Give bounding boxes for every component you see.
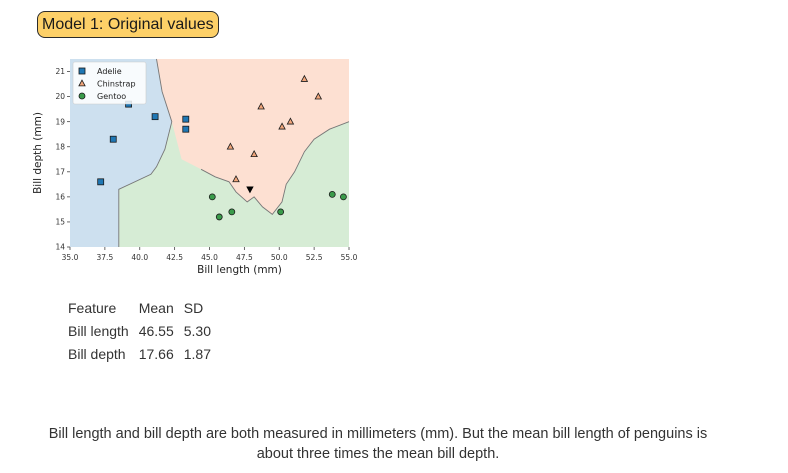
- stats-header-row: Feature Mean SD: [64, 296, 217, 320]
- x-tick-label: 37.5: [97, 253, 114, 262]
- chinstrap-point: [232, 175, 240, 183]
- chinstrap-region: [156, 59, 349, 215]
- model-title-badge: Model 1: Original values: [37, 11, 219, 38]
- gentoo-point: [215, 213, 223, 221]
- x-tick-label: 42.5: [166, 253, 183, 262]
- y-tick-label: 15: [55, 218, 65, 227]
- stats-feature-name: Bill length: [68, 323, 129, 339]
- decision-boundary-scatter-chart: 35.0 37.5 40.0 42.5 45.0 47.5 50.0 52.5 55.0 14 15…: [32, 58, 358, 276]
- y-tick-label: 21: [55, 67, 65, 76]
- x-tick-label: 45.0: [201, 253, 218, 262]
- gentoo-point: [208, 193, 216, 201]
- legend-label-chinstrap: Chinstrap: [97, 79, 136, 88]
- chinstrap-point: [250, 150, 258, 158]
- legend-box: [72, 61, 147, 105]
- x-tick-label: 52.5: [306, 253, 323, 262]
- adelie-point: [109, 135, 117, 143]
- x-tick-label: 40.0: [131, 253, 148, 262]
- query-point: [246, 186, 254, 194]
- legend-label-adelie: Adelie: [97, 67, 122, 76]
- stats-header-sd: SD: [183, 299, 204, 316]
- adelie-point: [182, 115, 190, 123]
- y-tick-label: 20: [55, 92, 65, 101]
- stats-feature-name: Bill depth: [68, 346, 126, 362]
- table-row: Bill length 46.55 5.30: [64, 320, 217, 343]
- gentoo-point: [277, 208, 285, 216]
- y-tick-label: 19: [55, 117, 65, 126]
- x-axis-label: Bill length (mm): [197, 264, 282, 276]
- x-tick-label: 55.0: [341, 253, 358, 262]
- stats-sd-value: 1.87: [183, 346, 211, 362]
- gentoo-point: [228, 208, 236, 216]
- gentoo-point: [340, 193, 347, 201]
- y-axis-label: Bill depth (mm): [32, 112, 44, 194]
- chinstrap-point: [300, 74, 309, 82]
- table-row: Bill depth 17.66 1.87: [64, 343, 217, 366]
- feature-stats-table: Feature Mean SD Bill length 46.55 5.30 B…: [64, 296, 217, 366]
- chinstrap-point: [314, 92, 323, 100]
- adelie-region: [70, 59, 172, 247]
- legend-marker-gentoo: [78, 92, 86, 100]
- y-tick-label: 16: [55, 192, 65, 201]
- chart-legend: Adelie Chinstrap Gentoo: [72, 61, 147, 105]
- chinstrap-gentoo-boundary-line: [200, 121, 350, 216]
- adelie-point: [97, 178, 105, 186]
- y-tick-label: 18: [55, 142, 65, 151]
- stats-mean-value: 46.55: [138, 323, 174, 339]
- adelie-point: [151, 113, 159, 121]
- stats-sd-value: 5.30: [183, 323, 211, 339]
- explanation-note: Bill length and bill depth are both meas…: [48, 426, 708, 462]
- adelie-point: [182, 125, 190, 133]
- chinstrap-point: [257, 102, 265, 110]
- legend-marker-adelie: [78, 67, 86, 75]
- stats-header-mean: Mean: [138, 299, 174, 316]
- chinstrap-point: [226, 142, 235, 150]
- x-tick-label: 50.0: [271, 253, 288, 262]
- x-tick-label: 47.5: [236, 253, 253, 262]
- legend-marker-chinstrap: [78, 79, 86, 87]
- x-tick-label: 35.0: [62, 253, 79, 262]
- chinstrap-point: [286, 117, 295, 125]
- y-tick-label: 17: [55, 167, 65, 176]
- stats-mean-value: 17.66: [138, 346, 174, 362]
- legend-label-gentoo: Gentoo: [97, 92, 126, 101]
- chinstrap-point: [278, 122, 286, 130]
- stats-header-feature: Feature: [68, 299, 117, 316]
- gentoo-point: [328, 190, 336, 198]
- y-tick-label: 14: [55, 243, 65, 252]
- adelie-boundary-line: [118, 58, 173, 247]
